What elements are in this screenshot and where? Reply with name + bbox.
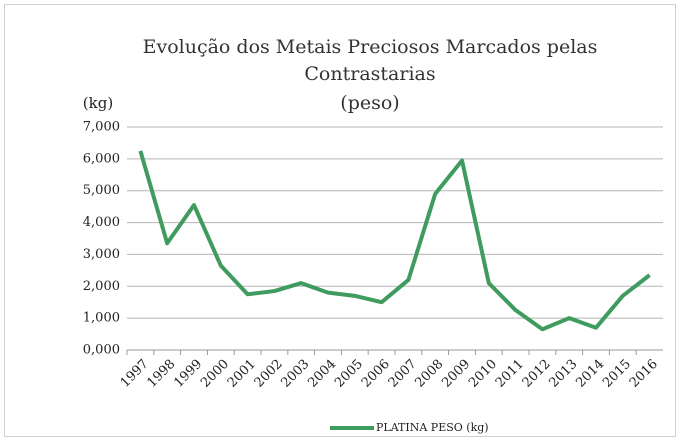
x-tick-label: 2010 <box>466 357 500 391</box>
legend-label: PLATINA PESO (kg) <box>376 421 489 434</box>
x-tick-label: 2008 <box>412 357 446 391</box>
chart-subtitle: (peso) <box>340 92 400 114</box>
y-tick-label: 5,000 <box>83 183 120 198</box>
data-line <box>138 150 651 332</box>
y-tick-label: 0,000 <box>83 343 120 358</box>
x-tick-label: 2012 <box>520 357 554 391</box>
y-tick-label: 2,000 <box>83 279 120 294</box>
y-axis-label: (kg) <box>83 94 113 112</box>
y-tick-label: 6,000 <box>83 151 120 166</box>
chart-title: Evolução dos Metais Preciosos Marcados p… <box>142 36 598 85</box>
y-tick-label: 7,000 <box>83 120 120 135</box>
x-tick-label: 2014 <box>573 357 607 391</box>
x-tick-label: 2000 <box>198 357 232 391</box>
x-tick-label: 2006 <box>359 357 393 391</box>
y-tick-label: 3,000 <box>83 247 120 262</box>
x-tick-label: 2009 <box>439 357 473 391</box>
x-tick-label: 2002 <box>252 357 286 391</box>
x-tick-label: 2015 <box>600 357 634 391</box>
x-tick-label: 2005 <box>332 357 366 391</box>
chart-border <box>4 4 676 437</box>
x-tick-label: 2001 <box>225 357 259 391</box>
x-tick-label: 2004 <box>305 357 339 391</box>
y-tick-label: 4,000 <box>83 215 120 230</box>
y-tick-label: 1,000 <box>83 311 120 326</box>
x-tick-label: 1997 <box>118 357 152 391</box>
x-tick-label: 2011 <box>493 357 527 391</box>
x-tick-label: 2013 <box>546 357 580 391</box>
x-tick-label: 1998 <box>144 357 178 391</box>
x-tick-label: 2003 <box>278 357 312 391</box>
x-tick-label: 1999 <box>171 357 205 391</box>
x-tick-label: 2016 <box>627 357 661 391</box>
x-tick-label: 2007 <box>386 357 420 391</box>
